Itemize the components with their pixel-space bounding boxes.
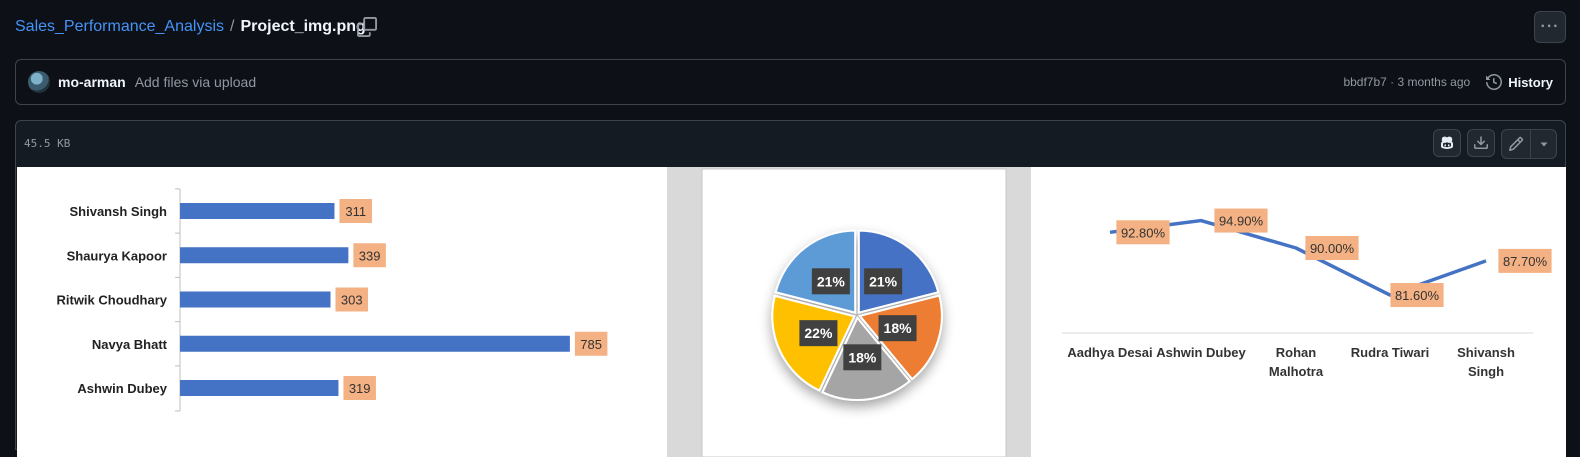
bar <box>180 203 334 219</box>
bar-data-label: 311 <box>345 204 366 219</box>
bar-category-label: Ashwin Dubey <box>77 381 167 396</box>
breadcrumb-separator: / <box>230 18 234 36</box>
avatar[interactable] <box>28 71 50 93</box>
bar-category-label: Ritwik Choudhary <box>56 293 167 308</box>
file-header: Sales_Performance_Analysis / Project_img… <box>0 0 1580 56</box>
chevron-down-icon <box>1539 139 1549 149</box>
file-name: Project_img.png <box>240 18 365 36</box>
pie-data-label: 21% <box>869 273 898 289</box>
bar <box>180 247 348 263</box>
kebab-icon: ··· <box>1541 18 1560 36</box>
line-category-label: Shivansh <box>1457 345 1515 360</box>
line-category-label: Rudra Tiwari <box>1351 345 1430 360</box>
image-preview: Shivansh Singh 311 Shaurya Kapoor 339 Ritwik… <box>17 167 1566 457</box>
line-category-label: Malhotra <box>1269 364 1324 379</box>
line-data-label: 90.00% <box>1310 241 1355 256</box>
line-category-label: Aadhya Desai <box>1067 345 1152 360</box>
history-button[interactable]: History <box>1486 74 1553 90</box>
bar-chart: Shivansh Singh 311 Shaurya Kapoor 339 Ritwik… <box>56 189 607 411</box>
commit-sha-time[interactable]: bbdf7b7 · 3 months ago <box>1343 75 1470 89</box>
file-size: 45.5 KB <box>24 137 70 150</box>
bar-data-label: 303 <box>341 293 363 308</box>
line-data-label: 94.90% <box>1219 214 1264 229</box>
bar-category-label: Navya Bhatt <box>92 337 168 352</box>
history-label: History <box>1508 75 1553 90</box>
line-category-label: Rohan <box>1276 345 1317 360</box>
copilot-icon <box>1439 135 1455 151</box>
latest-commit-bar: mo-arman Add files via upload bbdf7b7 · … <box>15 59 1566 105</box>
bar-category-label: Shivansh Singh <box>69 204 167 219</box>
bar-data-label: 319 <box>349 381 371 396</box>
commit-message[interactable]: Add files via upload <box>135 74 256 90</box>
bar <box>180 336 570 352</box>
bar <box>180 380 338 396</box>
breadcrumb: Sales_Performance_Analysis / Project_img… <box>15 18 366 36</box>
copy-path-button[interactable] <box>357 17 377 37</box>
file-viewer: 45.5 KB <box>15 120 1566 450</box>
repo-link[interactable]: Sales_Performance_Analysis <box>15 18 224 36</box>
bar-data-label: 339 <box>359 248 381 263</box>
pie-data-label: 22% <box>804 325 833 341</box>
download-button[interactable] <box>1467 129 1495 157</box>
line-chart: 92.80% 94.90% 90.00% 81.60% 87.70% Aadhya Des… <box>1062 209 1552 379</box>
line-data-label: 81.60% <box>1395 288 1440 303</box>
bar-category-label: Shaurya Kapoor <box>67 248 167 263</box>
download-icon <box>1473 135 1489 151</box>
line-category-label: Ashwin Dubey <box>1156 345 1246 360</box>
pie-data-label: 21% <box>817 273 846 289</box>
bar-data-label: 785 <box>580 337 602 352</box>
bar <box>180 292 330 308</box>
pie-data-label: 18% <box>848 349 877 365</box>
edit-button[interactable] <box>1502 130 1530 158</box>
copy-icon <box>357 17 377 37</box>
dashboard-image: Shivansh Singh 311 Shaurya Kapoor 339 Ritwik… <box>17 167 1566 457</box>
edit-button-group <box>1501 129 1557 159</box>
line-data-label: 92.80% <box>1121 225 1166 240</box>
copilot-button[interactable] <box>1433 129 1461 157</box>
commit-author[interactable]: mo-arman <box>58 74 126 90</box>
history-icon <box>1486 74 1502 90</box>
file-toolbar: 45.5 KB <box>16 121 1565 166</box>
pie-data-label: 18% <box>884 320 913 336</box>
pencil-icon <box>1508 136 1524 152</box>
edit-dropdown-button[interactable] <box>1530 130 1556 158</box>
more-options-button[interactable]: ··· <box>1534 11 1566 43</box>
line-category-label: Singh <box>1468 364 1504 379</box>
line-data-label: 87.70% <box>1503 254 1548 269</box>
